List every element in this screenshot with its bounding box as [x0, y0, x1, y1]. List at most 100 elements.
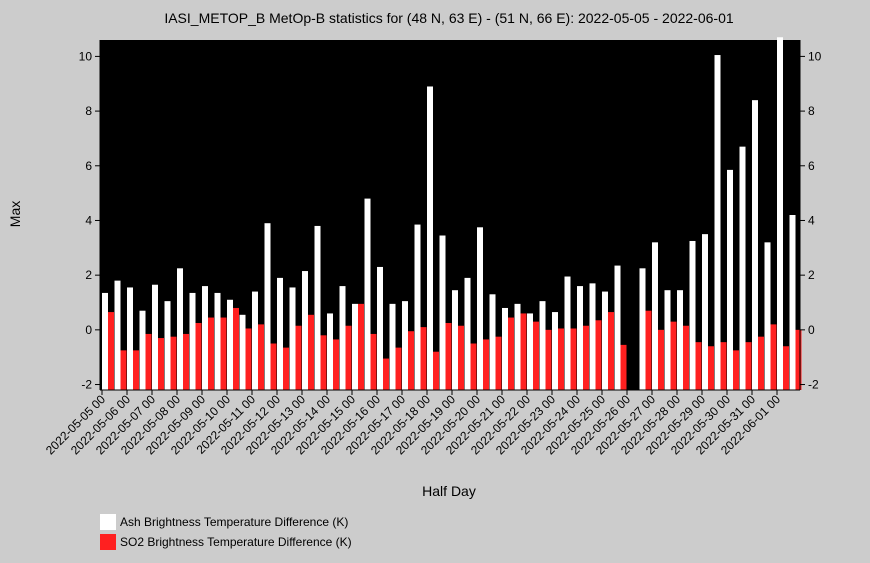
bar-so2: [720, 342, 727, 390]
bar-ash: [377, 266, 383, 390]
y-tick-label-right: 6: [808, 159, 815, 173]
bar-so2: [683, 325, 689, 390]
bar-ash: [514, 303, 521, 390]
bar-so2: [383, 358, 389, 390]
bar-so2: [533, 321, 539, 390]
bar-ash: [489, 294, 496, 390]
bar-ash: [102, 292, 108, 390]
bar-so2: [658, 329, 664, 390]
bar-ash: [164, 301, 171, 390]
bar-so2: [545, 329, 552, 390]
bar-so2: [583, 325, 589, 390]
y-tick-label-right: 4: [808, 213, 815, 227]
bar-ash: [114, 280, 121, 390]
legend: Ash Brightness Temperature Difference (K…: [100, 512, 352, 552]
bar-ash: [352, 303, 358, 390]
bar-so2: [420, 327, 427, 390]
bar-so2: [195, 323, 202, 390]
bar-so2: [283, 347, 289, 390]
bar-so2: [495, 336, 502, 390]
chart-title: IASI_METOP_B MetOp-B statistics for (48 …: [164, 10, 734, 26]
bar-so2: [733, 350, 739, 390]
bar-so2: [483, 339, 489, 390]
bar-ash: [139, 310, 146, 390]
y-tick-label-right: -2: [808, 378, 819, 392]
bar-ash: [614, 265, 621, 390]
bar-ash: [764, 242, 771, 390]
y-tick-label-left: 10: [79, 49, 93, 63]
bar-so2: [645, 310, 652, 390]
bar-ash: [502, 307, 508, 390]
y-tick-label-right: 8: [808, 104, 815, 118]
bar-ash: [327, 313, 333, 390]
bar-ash: [789, 215, 796, 390]
bar-so2: [558, 328, 564, 390]
bar-ash: [689, 240, 696, 390]
bar-ash: [227, 299, 233, 390]
bar-ash: [302, 271, 308, 390]
bar-ash: [464, 277, 471, 390]
legend-item-so2: SO2 Brightness Temperature Difference (K…: [100, 532, 352, 552]
bar-ash: [202, 286, 208, 390]
bar-so2: [108, 312, 114, 390]
bar-so2: [470, 343, 477, 390]
bar-ash: [477, 227, 483, 390]
bar-ash: [539, 301, 546, 390]
bar-ash: [652, 242, 658, 390]
bar-ash: [527, 313, 533, 390]
y-tick-label-left: 6: [85, 159, 92, 173]
legend-swatch-so2: [100, 534, 116, 550]
y-tick-label-left: 4: [85, 213, 92, 227]
bar-so2: [270, 343, 277, 390]
legend-item-ash: Ash Brightness Temperature Difference (K…: [100, 512, 352, 532]
bar-so2: [508, 317, 514, 390]
bar-so2: [208, 317, 214, 390]
bar-so2: [408, 331, 414, 390]
bar-so2: [770, 324, 777, 390]
bar-so2: [670, 321, 677, 390]
y-tick-label-left: 8: [85, 104, 92, 118]
bar-ash: [252, 291, 258, 390]
bar-so2: [245, 328, 252, 390]
bar-ash: [339, 286, 346, 390]
bar-so2: [133, 350, 139, 390]
bar-so2: [170, 336, 177, 390]
bar-ash: [127, 287, 133, 390]
bar-ash: [639, 268, 646, 390]
bar-ash: [177, 268, 183, 390]
bar-so2: [158, 338, 164, 390]
bar-so2: [370, 333, 377, 390]
bar-so2: [320, 335, 327, 390]
bar-so2: [570, 328, 577, 390]
bar-so2: [295, 325, 302, 390]
bar-so2: [233, 307, 239, 390]
bar-so2: [433, 351, 439, 390]
bar-ash: [314, 225, 321, 390]
y-tick-label-right: 0: [808, 323, 815, 337]
bar-so2: [695, 342, 702, 390]
y-tick-label-right: 10: [808, 49, 822, 63]
bar-ash: [189, 292, 196, 390]
bar-so2: [708, 346, 714, 390]
bar-ash: [589, 283, 596, 390]
bar-so2: [120, 350, 127, 390]
bar-so2: [345, 325, 352, 390]
bar-so2: [258, 324, 264, 390]
bar-ash: [214, 292, 221, 390]
bar-so2: [445, 323, 452, 390]
bar-ash: [564, 276, 571, 390]
legend-label-ash: Ash Brightness Temperature Difference (K…: [120, 515, 349, 529]
bar-ash: [427, 86, 433, 390]
bar-so2: [595, 320, 602, 390]
bar-ash: [777, 37, 783, 390]
bar-ash: [439, 235, 446, 390]
bar-ash: [239, 314, 246, 390]
y-axis-label: Max: [7, 201, 23, 227]
bar-so2: [745, 342, 752, 390]
bar-ash: [364, 198, 371, 390]
bar-so2: [608, 312, 614, 390]
bar-so2: [458, 325, 464, 390]
bar-so2: [333, 339, 339, 390]
bar-ash: [702, 234, 708, 390]
